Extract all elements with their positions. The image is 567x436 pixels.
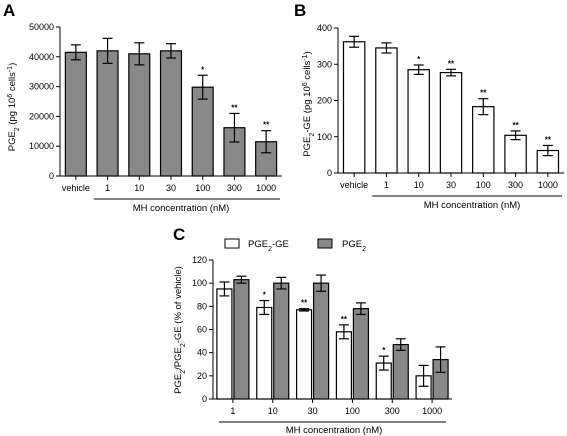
panel-b-bars: * ********	[342, 35, 560, 174]
panel-c-x-tick-label: 30	[308, 406, 318, 416]
legend-swatch-pge2	[317, 238, 333, 249]
panel-b-y-tick-label: 100	[317, 132, 332, 142]
panel-a-y-tick-label: 20000	[29, 111, 54, 121]
panel-c-bar-series-0	[216, 288, 233, 400]
panel-a-significance-marker: *	[201, 65, 205, 74]
panel-b-significance-marker: **	[480, 89, 487, 98]
panel-a-bar	[64, 51, 87, 177]
panel-b-x-tick-label: 1000	[538, 180, 558, 190]
panel-c-bar-series-1	[352, 308, 370, 400]
panel-a-bars: *****	[64, 37, 278, 177]
panel-a-x-tick-label: 1000	[256, 183, 276, 193]
panel-b-bar	[472, 106, 495, 174]
panel-a-bar	[128, 53, 151, 177]
panel-c-x-tick-label: 300	[385, 406, 400, 416]
panel-b-x-tick-label: vehicle	[340, 180, 368, 190]
panel-a-y-tick-label: 10000	[29, 141, 54, 151]
panel-c-significance-marker: **	[341, 315, 348, 324]
panel-b-y-axis-title: PGE2-GE (pg 106 cells-1)	[302, 51, 316, 156]
panel-a-y-axis-title: PGE2 (pg 106 cells-1)	[7, 63, 21, 152]
panel-b-significance-marker: **	[545, 135, 552, 144]
legend-label-pge2: PGE2	[342, 239, 366, 253]
panel-a-x-tick-label: vehicle	[62, 183, 90, 193]
panel-b-x-tick-label: 300	[508, 180, 523, 190]
panel-b-y-tick-label: 200	[317, 96, 332, 106]
panel-b-y-tick-label: 300	[317, 59, 332, 69]
panel-c-bar-series-1	[273, 282, 290, 400]
panel-a-x-axis-title: MH concentration (nM)	[133, 203, 230, 214]
panel-b-x-tick-label: 10	[414, 180, 424, 190]
panel-c-x-tick-label: 100	[345, 406, 360, 416]
panel-b-axes: 0 100 200 300 400 vehicle 1 10 30 100 300 1000	[317, 23, 564, 197]
panel-c-x-tick-label: 10	[268, 406, 278, 416]
panel-c-y-tick-label: 0	[202, 394, 207, 404]
panel-c-x-axis-title: MH concentration (nM)	[286, 425, 383, 436]
panel-a-x-tick-label: 100	[195, 183, 210, 193]
panel-a-x-tick-label: 1	[105, 183, 110, 193]
panel-c-letter: C	[173, 225, 185, 244]
panel-b-bar	[342, 41, 366, 174]
panel-b-bar	[407, 69, 430, 174]
panel-c-y-tick-label: 80	[197, 301, 207, 311]
panel-c-bar-series-1	[233, 279, 250, 400]
panel-c-y-tick-label: 40	[197, 348, 207, 358]
panel-a-bar	[159, 50, 183, 177]
panel-b-x-axis-title: MH concentration (nM)	[424, 200, 521, 211]
panel-c-bar-series-0	[295, 309, 313, 400]
panel-c-y-tick-label: 120	[192, 255, 207, 265]
panel-b-y-tick-label: 0	[327, 168, 332, 178]
panel-c-significance-marker: *	[263, 291, 267, 300]
panel-c-bar-series-0	[335, 331, 353, 400]
panel-b-letter: B	[294, 1, 306, 20]
panel-c-bar-series-1	[392, 343, 409, 400]
panel-a-x-tick-label: 10	[134, 183, 144, 193]
panel-c-y-axis-title: PGE2/PGE2-GE (% of vehicle)	[173, 266, 187, 394]
panel-a-y-tick-label: 50000	[29, 22, 54, 32]
panel-a-chart: A ***** 01000020000300004000050000vehicl…	[3, 1, 282, 214]
panel-a-bar	[191, 86, 214, 177]
panel-c-significance-marker: **	[301, 299, 308, 308]
panel-b-significance-marker: **	[448, 59, 455, 68]
panel-c-x-tick-label: 1	[230, 406, 235, 416]
panel-a-letter: A	[3, 1, 15, 20]
panel-b-bar	[375, 47, 398, 174]
panel-b-x-tick-label: 1	[384, 180, 389, 190]
panel-a-y-tick-label: 40000	[29, 52, 54, 62]
panel-b-y-tick-label: 400	[317, 23, 332, 33]
panel-b-significance-marker: *	[417, 55, 421, 64]
panel-b-x-tick-label: 100	[476, 180, 491, 190]
panel-a-bar	[96, 50, 119, 177]
panel-c-axes: 0 20 40 60 80 100 120 1 10 30 100 300 1000	[192, 255, 452, 423]
panel-a-significance-marker: **	[231, 103, 238, 112]
panel-a-x-tick-label: 30	[166, 183, 176, 193]
panel-b-bar	[504, 134, 527, 174]
panel-a-significance-marker: **	[263, 121, 270, 130]
panel-a-axes: 0 10000 20000 30000 40000 50000 vehicle 1 10 30 10…	[29, 22, 282, 200]
panel-c-significance-marker: *	[382, 346, 386, 355]
panel-a-x-tick-label: 300	[227, 183, 242, 193]
legend-label-pge2-ge: PGE2-GE	[248, 239, 289, 253]
panel-b-x-tick-label: 30	[446, 180, 456, 190]
panel-c-bar-series-0	[256, 306, 273, 400]
panel-c-y-tick-label: 100	[192, 278, 207, 288]
legend-swatch-pge2-ge	[224, 238, 240, 249]
panel-c-x-tick-label: 1000	[422, 406, 442, 416]
panel-b-significance-marker: **	[512, 121, 519, 130]
panel-b-bar	[439, 71, 463, 174]
panel-c-bar-series-1	[312, 282, 330, 400]
panel-c-y-tick-label: 60	[197, 325, 207, 335]
panel-c-bars: ******	[216, 274, 449, 400]
panel-c-y-tick-label: 20	[197, 371, 207, 381]
panel-c-legend: PGE2-GE PGE2	[224, 238, 366, 253]
panel-a-y-tick-label: 30000	[29, 82, 54, 92]
panel-a-y-tick-label: 0	[49, 171, 54, 181]
